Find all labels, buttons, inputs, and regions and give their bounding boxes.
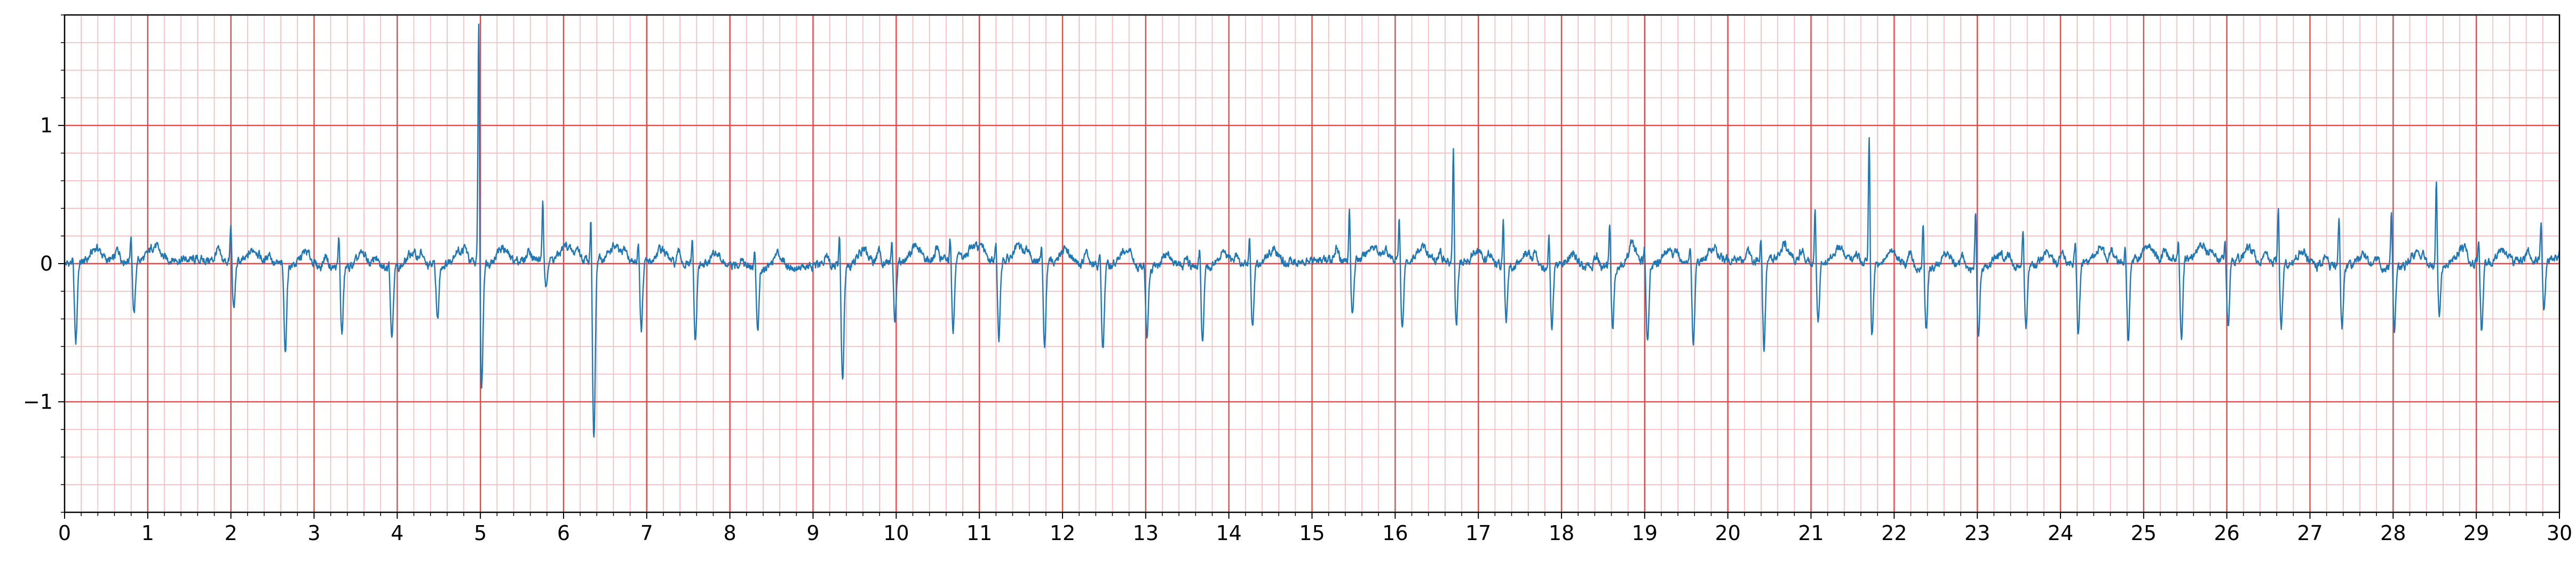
x-tick-label: 15 — [1299, 521, 1325, 545]
x-tick-label: 2 — [225, 521, 237, 545]
y-axis: 1 0 −1 — [23, 14, 65, 513]
x-tick-label: 19 — [1632, 521, 1658, 545]
x-tick-label: 14 — [1216, 521, 1241, 545]
x-tick-label: 1 — [141, 521, 154, 545]
x-tick-label: 22 — [1881, 521, 1907, 545]
x-tick-label: 16 — [1382, 521, 1408, 545]
y-tick-label: 0 — [40, 252, 53, 275]
x-tick-label: 10 — [883, 521, 909, 545]
ecg-line — [64, 23, 2561, 438]
x-tick-label: 8 — [724, 521, 736, 545]
x-tick-label: 28 — [2380, 521, 2406, 545]
x-tick-label: 25 — [2131, 521, 2157, 545]
x-tick-label: 11 — [966, 521, 992, 545]
x-tick-label: 6 — [557, 521, 570, 545]
x-tick-label: 18 — [1549, 521, 1574, 545]
x-tick-label: 9 — [806, 521, 819, 545]
x-tick-label: 27 — [2297, 521, 2323, 545]
x-tick-label: 7 — [640, 521, 653, 545]
x-tick-label: 4 — [391, 521, 403, 545]
x-tick-label: 13 — [1133, 521, 1159, 545]
x-tick-label: 26 — [2214, 521, 2239, 545]
x-tick-label: 21 — [1798, 521, 1824, 545]
y-tick-label: 1 — [40, 114, 53, 137]
x-tick-label: 23 — [1964, 521, 1990, 545]
x-axis: 0 1 2 3 4 5 6 7 8 9 10 11 12 13 14 15 16 17 18 19 20 21 22 23 24… — [58, 512, 2572, 545]
ecg-series — [64, 23, 2561, 438]
x-tick-label: 29 — [2463, 521, 2489, 545]
x-tick-label: 3 — [307, 521, 320, 545]
x-tick-label: 0 — [58, 521, 71, 545]
x-tick-label: 30 — [2547, 521, 2572, 545]
x-tick-label: 24 — [2048, 521, 2073, 545]
x-tick-label: 5 — [474, 521, 487, 545]
x-tick-label: 20 — [1715, 521, 1740, 545]
y-tick-label: −1 — [23, 390, 53, 414]
x-tick-label: 17 — [1465, 521, 1491, 545]
x-tick-label: 12 — [1050, 521, 1075, 545]
